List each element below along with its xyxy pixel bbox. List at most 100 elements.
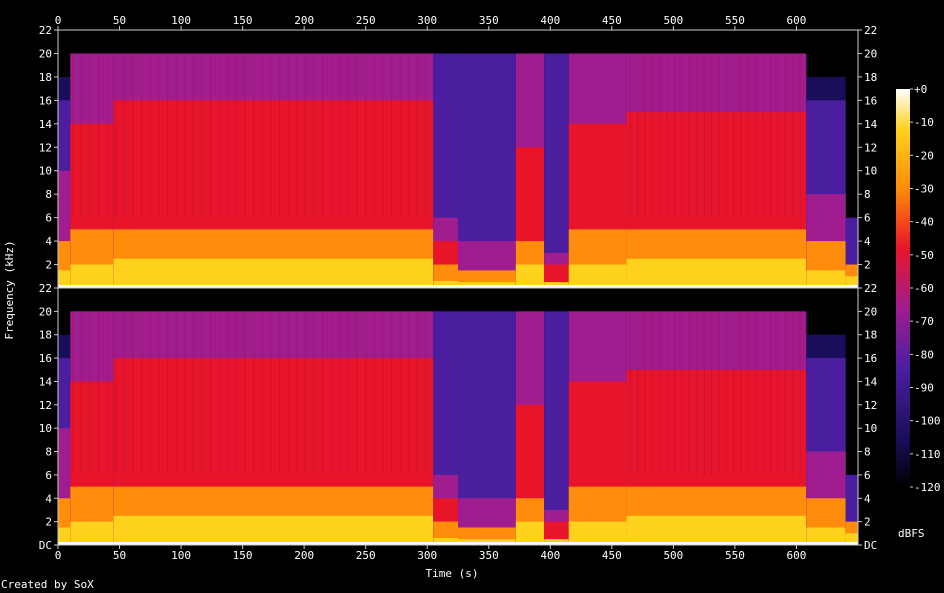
y-tick-label-right-lower: 16	[864, 352, 877, 365]
x-tick-label-bottom: 50	[113, 549, 126, 562]
spectrogram-panel-upper	[58, 30, 858, 289]
x-tick-label-bottom: 500	[663, 549, 683, 562]
y-tick-label-right-lower: 22	[864, 282, 877, 295]
y-tick-label-right-lower: 14	[864, 375, 878, 388]
colorbar-unit-label: dBFS	[898, 527, 925, 540]
colorbar-tick-label: -90	[914, 382, 934, 395]
y-tick-label-left-upper: 2	[45, 259, 52, 272]
spectral-band	[515, 264, 545, 288]
x-axis-label: Time (s)	[0, 568, 944, 580]
x-tick-label-top: 150	[233, 14, 253, 27]
x-tick-label-top: 0	[55, 14, 62, 27]
spectral-band	[58, 270, 71, 288]
spectral-band	[433, 537, 458, 545]
y-tick-label-right-upper: 18	[864, 71, 877, 84]
y-tick-label-right-lower: DC	[864, 539, 877, 552]
y-tick-label-left-lower: 2	[45, 516, 52, 529]
spectral-band	[544, 53, 569, 288]
colorbar-tick-label: +0	[914, 83, 927, 96]
spectral-band	[568, 264, 627, 288]
x-tick-label-bottom: 600	[787, 549, 807, 562]
y-tick-label-right-lower: 6	[864, 469, 871, 482]
x-tick-label-bottom: 150	[233, 549, 253, 562]
x-tick-label-bottom: 100	[171, 549, 191, 562]
y-tick-label-right-lower: 20	[864, 305, 877, 318]
y-tick-label-right-upper: 6	[864, 212, 871, 225]
spectral-band	[626, 515, 807, 545]
spectral-band	[544, 521, 569, 545]
y-tick-label-right-upper: 8	[864, 188, 871, 201]
spectral-band	[433, 280, 458, 288]
y-tick-label-left-upper: 4	[45, 235, 52, 248]
y-tick-label-right-upper: 20	[864, 47, 877, 60]
y-tick-label-left-upper: 12	[39, 141, 52, 154]
spectral-band	[70, 264, 114, 288]
y-tick-label-left-upper: 8	[45, 188, 52, 201]
y-tick-label-right-upper: 12	[864, 141, 877, 154]
colorbar-tick-label: -110	[914, 448, 941, 461]
x-tick-label-bottom: 350	[479, 549, 499, 562]
y-tick-label-left-lower: 12	[39, 399, 52, 412]
dc-band	[58, 285, 858, 288]
x-tick-label-top: 300	[417, 14, 437, 27]
colorbar-tick-label: -100	[914, 415, 941, 428]
x-tick-label-top: 550	[725, 14, 745, 27]
y-tick-label-right-upper: 14	[864, 118, 878, 131]
colorbar-tick-label: -10	[914, 116, 934, 129]
y-tick-label-left-upper: 6	[45, 212, 52, 225]
spectral-band	[568, 521, 627, 545]
y-tick-label-left-upper: 14	[39, 118, 53, 131]
y-tick-label-left-lower: 16	[39, 352, 52, 365]
y-tick-label-left-lower: 20	[39, 305, 52, 318]
spectral-band	[845, 276, 858, 288]
x-tick-label-bottom: 550	[725, 549, 745, 562]
dc-band	[58, 542, 858, 545]
colorbar-tick-label: -70	[914, 315, 934, 328]
y-tick-label-right-upper: 16	[864, 94, 877, 107]
x-tick-label-top: 600	[787, 14, 807, 27]
y-axis-label: Frequency (kHz)	[3, 240, 16, 340]
y-tick-label-right-upper: 10	[864, 165, 877, 178]
x-tick-label-top: 350	[479, 14, 499, 27]
y-tick-label-left-lower: 10	[39, 422, 52, 435]
spectral-band	[70, 521, 114, 545]
y-tick-label-right-upper: 4	[864, 235, 871, 248]
y-tick-label-left-upper: 10	[39, 165, 52, 178]
y-tick-label-right-lower: 12	[864, 399, 877, 412]
spectral-band	[806, 527, 846, 545]
y-tick-label-left-lower: DC	[39, 539, 52, 552]
x-tick-label-top: 100	[171, 14, 191, 27]
x-tick-label-bottom: 0	[55, 549, 62, 562]
x-tick-label-bottom: 250	[356, 549, 376, 562]
spectral-band	[806, 270, 846, 288]
x-tick-label-top: 250	[356, 14, 376, 27]
colorbar	[896, 89, 910, 487]
spectral-band	[113, 515, 434, 545]
y-tick-label-left-lower: 6	[45, 469, 52, 482]
y-tick-label-right-lower: 4	[864, 492, 871, 505]
x-tick-label-top: 450	[602, 14, 622, 27]
y-tick-label-right-upper: 2	[864, 259, 871, 272]
spectral-band	[113, 258, 434, 288]
y-tick-label-left-upper: 18	[39, 71, 52, 84]
y-tick-label-left-lower: 4	[45, 492, 52, 505]
y-tick-label-right-upper: 22	[864, 24, 877, 37]
y-tick-label-left-lower: 14	[39, 375, 53, 388]
y-tick-label-right-lower: 8	[864, 446, 871, 459]
x-tick-label-top: 50	[113, 14, 126, 27]
y-tick-label-right-lower: 18	[864, 329, 877, 342]
spectral-band	[515, 521, 545, 545]
credit-text: Created by SoX	[1, 578, 94, 591]
y-tick-label-left-lower: 8	[45, 446, 52, 459]
x-tick-label-bottom: 300	[417, 549, 437, 562]
y-tick-label-left-lower: 18	[39, 329, 52, 342]
y-tick-label-left-upper: 20	[39, 47, 52, 60]
spectral-band	[845, 533, 858, 545]
colorbar-tick-label: -20	[914, 149, 934, 162]
colorbar-tick-label: -30	[914, 183, 934, 196]
colorbar-tick-label: -120	[914, 481, 941, 494]
x-axis-label-text: Time (s)	[425, 567, 479, 580]
y-tick-label-left-upper: 16	[39, 94, 52, 107]
y-tick-label-left-lower: 22	[39, 282, 52, 295]
